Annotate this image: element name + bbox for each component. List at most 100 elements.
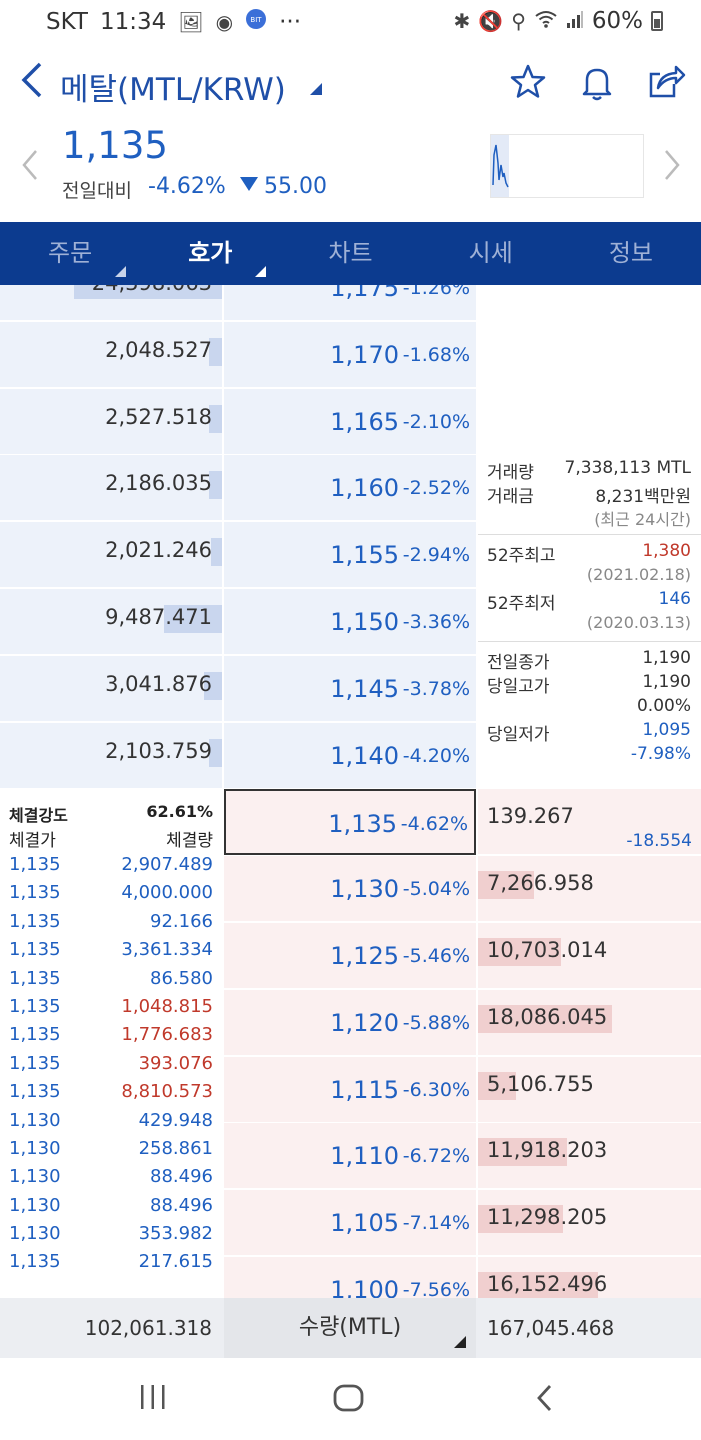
trade-qty: 88.496 [150, 1194, 213, 1216]
trade-qty: 4,000.000 [121, 882, 213, 904]
ask-volume-cell[interactable]: 3,041.876 [0, 655, 222, 722]
tab-info[interactable]: 정보 [561, 222, 701, 285]
day-low-pct: -7.98% [630, 744, 691, 764]
bid-volume-cell[interactable]: 18,086.045 [478, 989, 701, 1056]
high52-date: (2021.02.18) [586, 565, 691, 584]
divider [478, 641, 701, 642]
change-percent: -4.62% [148, 174, 226, 199]
bid-price: 1,110 [330, 1142, 399, 1171]
ask-price: 1,145 [330, 674, 399, 703]
ask-price-cell[interactable]: 1,165 -2.10% [224, 388, 476, 455]
ask-volume-bar [164, 605, 222, 633]
ask-volume-cell[interactable]: 24,398.063 [0, 285, 222, 321]
coin-title[interactable]: 메탈(MTL/KRW) [60, 72, 286, 108]
mini-chart[interactable] [490, 134, 644, 198]
bid-price-cell[interactable]: 1,100 -7.56% [224, 1257, 476, 1298]
tab-label: 호가 [188, 239, 233, 267]
favorite-button[interactable] [508, 62, 548, 102]
ask-price-cell[interactable]: 1,170 -1.68% [224, 321, 476, 388]
prev-coin-button[interactable] [20, 148, 40, 191]
ask-price-cell[interactable]: 1,160 -2.52% [224, 455, 476, 522]
ask-price: 1,150 [330, 608, 399, 636]
trade-price: 1,130 [9, 1137, 61, 1159]
volume-value: 7,338,113 MTL [564, 458, 691, 478]
tab-label: 주문 [48, 239, 93, 267]
trade-row: 1,130 88.496 [0, 1195, 222, 1223]
price-summary: 1,135 전일대비 -4.62% 55.00 [0, 120, 701, 220]
bid-change-pct: -7.56% [402, 1279, 470, 1298]
ask-change-pct: -2.10% [402, 410, 470, 433]
unit-selector[interactable]: 수량(MTL) [224, 1298, 476, 1358]
bid-price-cell[interactable]: 1,130 -5.04% [224, 856, 476, 923]
high52-value: 1,380 [642, 541, 691, 561]
ask-volume-cell[interactable]: 2,186.035 [0, 455, 222, 522]
bid-volume-cell[interactable]: 16,152.496 [478, 1257, 701, 1298]
current-price-cell[interactable]: 1,135 -4.62% [224, 789, 476, 856]
ask-volume-bar [204, 671, 222, 700]
back-nav-button[interactable] [532, 1380, 558, 1420]
tab-order[interactable]: 주문 [0, 222, 140, 285]
trade-price: 1,130 [9, 1194, 61, 1216]
bid-volume-bar [478, 871, 534, 900]
ask-price-cell[interactable]: 1,145 -3.78% [224, 655, 476, 722]
recent-apps-button[interactable] [138, 1380, 168, 1420]
bid-volume-cell[interactable]: 5,106.755 [478, 1056, 701, 1123]
share-icon [649, 65, 686, 98]
trade-row: 1,135 217.615 [0, 1251, 222, 1279]
bid-price-cell[interactable]: 1,110 -6.72% [224, 1123, 476, 1190]
bid-price-cell[interactable]: 1,105 -7.14% [224, 1190, 476, 1257]
bid-volume-cell[interactable]: 10,703.014 [478, 923, 701, 989]
more-notifications: ··· [279, 8, 302, 35]
title-dropdown-icon[interactable] [310, 83, 322, 95]
ask-volume-bar [209, 738, 222, 767]
prev-close-label: 전일종가 [487, 653, 550, 673]
orderbook[interactable]: 24,398.063 1,175-1.26% 2,048.527 1,170-1.68… [0, 285, 701, 1298]
trade-qty: 217.615 [138, 1251, 213, 1273]
trade-row: 1,130 429.948 [0, 1110, 222, 1138]
bid-volume: 10,703.014 [487, 938, 608, 962]
bid-volume-cell[interactable]: 11,298.205 [478, 1190, 701, 1257]
tab-market[interactable]: 시세 [421, 222, 561, 285]
bid-price: 1,135 [328, 810, 397, 839]
trade-qty: 86.580 [150, 967, 213, 989]
bid-volume-cell[interactable]: 139.267 -18.554 [478, 789, 701, 856]
next-coin-button[interactable] [662, 148, 682, 191]
bid-price-cell[interactable]: 1,125 -5.46% [224, 923, 476, 989]
bid-price-cell[interactable]: 1,120 -5.88% [224, 989, 476, 1056]
share-button[interactable] [646, 62, 686, 102]
tab-label: 차트 [328, 239, 373, 267]
svg-text:BIT: BIT [251, 16, 263, 24]
down-arrow-icon [240, 177, 258, 191]
ask-price-cell[interactable]: 1,140 -4.20% [224, 722, 476, 789]
bid-volume: 11,298.205 [487, 1205, 608, 1230]
low52-value: 146 [658, 589, 691, 609]
bell-icon [582, 68, 612, 101]
ask-price-cell[interactable]: 1,150 -3.36% [224, 589, 476, 655]
ask-price-cell[interactable]: 1,155 -2.94% [224, 522, 476, 589]
ask-volume-cell[interactable]: 9,487.471 [0, 589, 222, 655]
carrier: SKT [46, 8, 88, 35]
alert-button[interactable] [577, 62, 617, 102]
day-high-pct: 0.00% [636, 696, 691, 716]
home-button[interactable] [332, 1380, 366, 1420]
ask-price-cell[interactable]: 1,175 -1.26% [224, 285, 476, 321]
amount-value: 8,231백만원 [595, 487, 691, 507]
tab-chart[interactable]: 차트 [280, 222, 420, 285]
trade-qty: 353.982 [138, 1223, 213, 1245]
bid-volume: 16,152.496 [487, 1272, 608, 1296]
ask-volume-cell[interactable]: 2,103.759 [0, 722, 222, 789]
ask-volume: 24,398.063 [92, 285, 212, 295]
trade-rows: 1,135 2,907.489 1,135 4,000.000 1,135 92.166 1… [0, 854, 222, 1280]
trade-row: 1,135 1,048.815 [0, 996, 222, 1024]
ask-volume-cell[interactable]: 2,048.527 [0, 321, 222, 388]
back-button[interactable] [18, 60, 46, 109]
bid-price-cell[interactable]: 1,115 -6.30% [224, 1056, 476, 1123]
bid-volume-cell[interactable]: 7,266.958 [478, 856, 701, 923]
ask-volume-cell[interactable]: 2,527.518 [0, 388, 222, 455]
trade-row: 1,130 88.496 [0, 1166, 222, 1194]
trade-price: 1,135 [9, 995, 61, 1017]
bid-volume-cell[interactable]: 11,918.203 [478, 1123, 701, 1190]
tab-label: 정보 [608, 239, 653, 267]
ask-volume-cell[interactable]: 2,021.246 [0, 522, 222, 589]
tab-orderbook[interactable]: 호가 [140, 222, 280, 285]
